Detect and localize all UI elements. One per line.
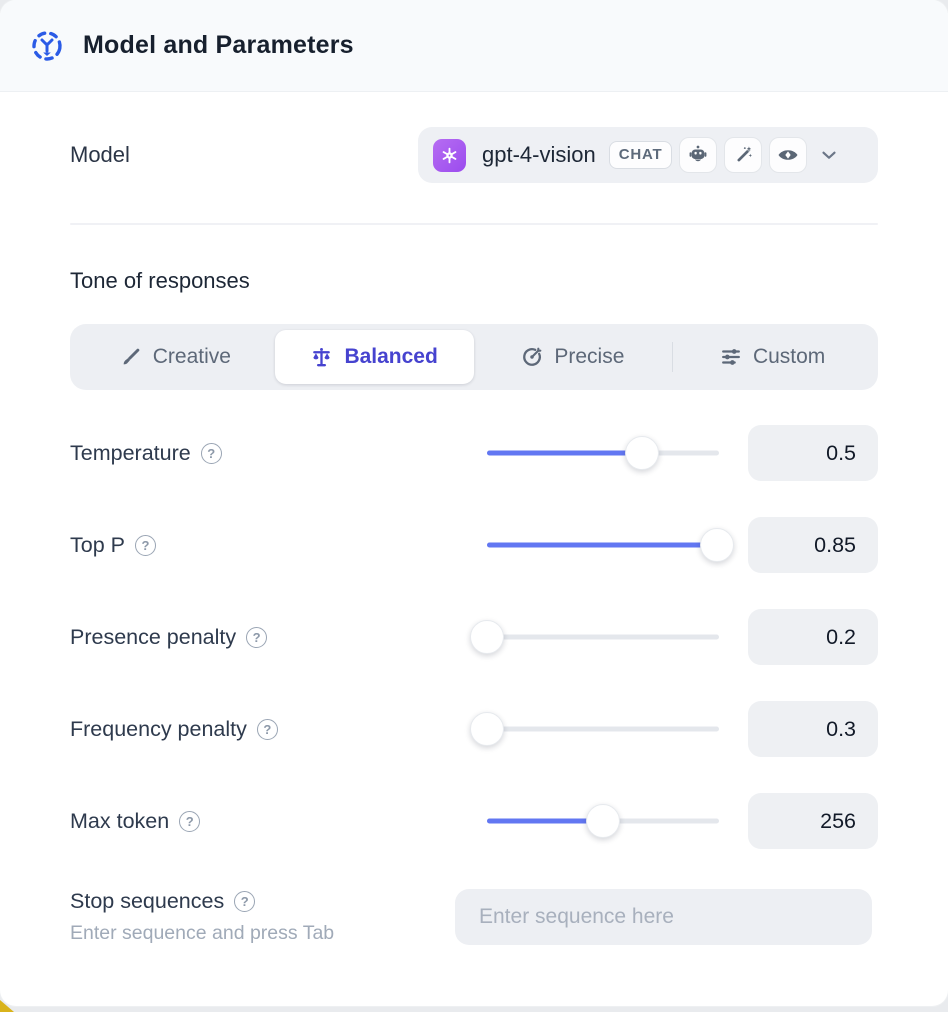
stop-sequence-input[interactable] — [455, 889, 872, 945]
tab-label: Precise — [554, 345, 625, 368]
model-scope-icon — [28, 27, 66, 65]
param-row-frequency-penalty: Frequency penalty ? 0.3 — [70, 683, 878, 775]
tab-separator — [672, 342, 674, 372]
presence-penalty-slider[interactable] — [470, 620, 719, 654]
slider-thumb[interactable] — [470, 620, 504, 654]
selected-model-name: gpt-4-vision — [482, 142, 596, 167]
frequency-penalty-value[interactable]: 0.3 — [748, 701, 878, 757]
temperature-value[interactable]: 0.5 — [748, 425, 878, 481]
plugin-robot-icon — [679, 137, 718, 173]
magic-wand-icon — [724, 137, 763, 173]
model-row: Model gpt-4-visi — [70, 127, 878, 183]
target-icon — [521, 346, 543, 368]
slider-thumb[interactable] — [625, 436, 660, 470]
tab-balanced[interactable]: Balanced — [274, 330, 474, 384]
model-select-dropdown[interactable]: gpt-4-vision CHAT — [418, 127, 878, 183]
slider-thumb[interactable] — [586, 804, 620, 838]
vision-eye-icon — [769, 137, 808, 173]
tone-heading: Tone of responses — [70, 268, 250, 293]
slider-thumb[interactable] — [470, 712, 504, 746]
scales-icon — [310, 346, 333, 369]
slider-thumb[interactable] — [699, 528, 734, 562]
stop-sequences-label: Stop sequences — [70, 889, 225, 913]
tone-tab-group: Creative Balanced — [70, 324, 878, 390]
help-icon[interactable]: ? — [134, 534, 156, 556]
help-icon[interactable]: ? — [179, 810, 201, 832]
frequency-penalty-slider[interactable] — [470, 712, 719, 746]
help-icon[interactable]: ? — [234, 891, 256, 912]
help-icon[interactable]: ? — [256, 718, 278, 740]
max-token-slider[interactable] — [487, 804, 719, 838]
panel-body: Model gpt-4-visi — [0, 127, 948, 967]
param-label: Frequency penalty — [70, 716, 247, 741]
stop-sequences-hint: Enter sequence and press Tab — [70, 922, 335, 944]
paintbrush-icon — [120, 346, 142, 368]
tab-precise[interactable]: Precise — [474, 330, 673, 384]
help-icon[interactable]: ? — [246, 626, 268, 648]
param-row-top-p: Top P ? 0.85 — [70, 499, 878, 591]
help-icon[interactable]: ? — [200, 442, 222, 464]
openai-logo — [433, 138, 466, 172]
tab-label: Balanced — [344, 345, 438, 368]
param-label: Presence penalty — [70, 624, 237, 649]
tab-creative[interactable]: Creative — [76, 330, 275, 384]
model-label: Model — [70, 142, 130, 167]
temperature-slider[interactable] — [487, 436, 719, 470]
param-row-temperature: Temperature ? 0.5 — [70, 407, 878, 499]
sliders-icon — [720, 346, 742, 368]
tab-label: Creative — [152, 345, 231, 368]
stop-sequences-row: Stop sequences ? Enter sequence and pres… — [70, 867, 878, 967]
presence-penalty-value[interactable]: 0.2 — [748, 609, 878, 665]
panel-header: Model and Parameters — [0, 0, 948, 92]
top-p-slider[interactable] — [487, 528, 734, 562]
param-label: Top P — [70, 532, 125, 557]
param-label: Temperature — [70, 440, 191, 465]
tab-custom[interactable]: Custom — [673, 330, 872, 384]
param-label: Max token — [70, 808, 170, 833]
chevron-down-icon — [818, 144, 840, 166]
top-p-value[interactable]: 0.85 — [748, 517, 878, 573]
section-divider — [70, 223, 878, 225]
param-row-max-token: Max token ? 256 — [70, 775, 878, 867]
param-row-presence-penalty: Presence penalty ? 0.2 — [70, 591, 878, 683]
max-token-value[interactable]: 256 — [748, 793, 878, 849]
page-title: Model and Parameters — [83, 31, 354, 59]
tab-label: Custom — [752, 345, 826, 368]
model-type-badge: CHAT — [608, 141, 673, 169]
